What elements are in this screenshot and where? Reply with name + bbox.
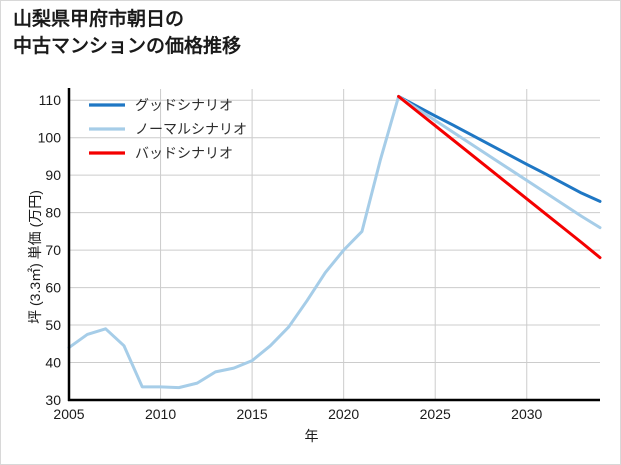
series-line-bad bbox=[397, 94, 602, 260]
y-tick-label: 100 bbox=[38, 130, 62, 146]
y-tick-label: 60 bbox=[45, 280, 61, 296]
y-axis-ticks: 30 40 50 60 70 80 90 100 110 bbox=[38, 92, 62, 408]
series-line-normal bbox=[67, 94, 602, 390]
y-axis-label: 坪 (3.3㎡) 単価 (万円) bbox=[27, 190, 43, 324]
y-tick-label: 30 bbox=[45, 392, 61, 408]
page-title: 山梨県甲府市朝日の 中古マンションの価格推移 bbox=[13, 9, 242, 57]
x-tick-label: 2020 bbox=[328, 406, 359, 422]
y-tick-label: 50 bbox=[45, 317, 61, 333]
axis-lines bbox=[67, 88, 600, 402]
legend-label: ノーマルシナリオ bbox=[135, 121, 247, 137]
y-tick-label: 80 bbox=[45, 205, 61, 221]
legend-label: バッドシナリオ bbox=[135, 145, 233, 161]
y-tick-label: 90 bbox=[45, 167, 61, 183]
series-line-good bbox=[397, 94, 602, 203]
series-lines bbox=[67, 94, 602, 390]
x-axis-ticks: 2005 2010 2015 2020 2025 2030 bbox=[53, 406, 542, 422]
legend-label: グッドシナリオ bbox=[135, 97, 233, 113]
x-tick-label: 2030 bbox=[511, 406, 542, 422]
x-tick-label: 2015 bbox=[237, 406, 268, 422]
y-tick-label: 40 bbox=[45, 355, 61, 371]
x-tick-label: 2025 bbox=[420, 406, 451, 422]
x-tick-label: 2005 bbox=[53, 406, 84, 422]
y-tick-label: 110 bbox=[39, 92, 62, 108]
x-axis-label: 年 bbox=[304, 428, 319, 444]
y-tick-label: 70 bbox=[45, 242, 61, 258]
x-tick-label: 2010 bbox=[145, 406, 176, 422]
